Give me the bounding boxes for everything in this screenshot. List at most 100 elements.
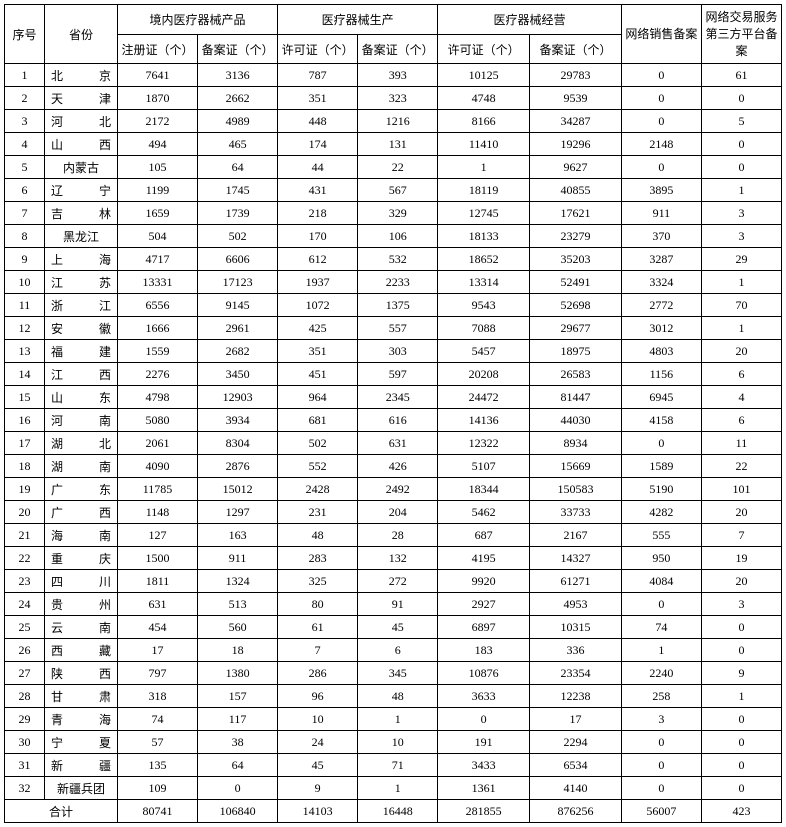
cell-value: 20208 <box>438 363 530 386</box>
cell-value: 494 <box>118 133 198 156</box>
cell-value: 911 <box>621 202 701 225</box>
cell-value: 109 <box>118 777 198 800</box>
cell-value: 10876 <box>438 662 530 685</box>
cell-value: 303 <box>358 340 438 363</box>
cell-value: 4798 <box>118 386 198 409</box>
cell-value: 283 <box>278 547 358 570</box>
cell-province: 河 南 <box>45 409 118 432</box>
cell-value: 1297 <box>198 501 278 524</box>
cell-province: 新疆兵团 <box>45 777 118 800</box>
table-row: 16河 南50803934681616141364403041586 <box>5 409 782 432</box>
cell-value: 29677 <box>530 317 622 340</box>
cell-value: 1 <box>358 708 438 731</box>
cell-value: 44030 <box>530 409 622 432</box>
cell-value: 29 <box>701 248 781 271</box>
cell-value: 1216 <box>358 110 438 133</box>
cell-value: 13331 <box>118 271 198 294</box>
cell-seq: 11 <box>5 294 45 317</box>
cell-value: 18652 <box>438 248 530 271</box>
cell-value: 74 <box>621 616 701 639</box>
cell-value: 163 <box>198 524 278 547</box>
cell-value: 5190 <box>621 478 701 501</box>
cell-province: 海 南 <box>45 524 118 547</box>
cell-value: 45 <box>278 754 358 777</box>
cell-value: 2294 <box>530 731 622 754</box>
cell-value: 0 <box>621 64 701 87</box>
cell-value: 17123 <box>198 271 278 294</box>
header-net-trade-third: 网络交易服务第三方平台备案 <box>701 5 781 64</box>
cell-seq: 20 <box>5 501 45 524</box>
cell-seq: 24 <box>5 593 45 616</box>
table-row: 15山 东4798129039642345244728144769454 <box>5 386 782 409</box>
cell-value: 12745 <box>438 202 530 225</box>
total-label: 合计 <box>5 800 118 823</box>
cell-value: 3 <box>621 708 701 731</box>
cell-value: 231 <box>278 501 358 524</box>
cell-value: 4140 <box>530 777 622 800</box>
cell-value: 5 <box>701 110 781 133</box>
cell-value: 1 <box>701 179 781 202</box>
cell-value: 4282 <box>621 501 701 524</box>
cell-seq: 9 <box>5 248 45 271</box>
cell-value: 34287 <box>530 110 622 133</box>
cell-seq: 2 <box>5 87 45 110</box>
cell-value: 964 <box>278 386 358 409</box>
cell-value: 52491 <box>530 271 622 294</box>
cell-value: 323 <box>358 87 438 110</box>
medical-device-stats-table: 序号 省份 境内医疗器械产品 医疗器械生产 医疗器械经营 网络销售备案 网络交易… <box>4 4 782 823</box>
cell-value: 2172 <box>118 110 198 133</box>
cell-value: 35203 <box>530 248 622 271</box>
cell-value: 11410 <box>438 133 530 156</box>
cell-value: 0 <box>438 708 530 731</box>
cell-value: 6556 <box>118 294 198 317</box>
cell-value: 616 <box>358 409 438 432</box>
cell-province: 福 建 <box>45 340 118 363</box>
cell-seq: 27 <box>5 662 45 685</box>
cell-value: 552 <box>278 455 358 478</box>
cell-value: 911 <box>198 547 278 570</box>
cell-value: 17 <box>530 708 622 731</box>
cell-value: 1500 <box>118 547 198 570</box>
cell-value: 150583 <box>530 478 622 501</box>
cell-value: 258 <box>621 685 701 708</box>
cell-value: 1 <box>701 271 781 294</box>
total-e: 281855 <box>438 800 530 823</box>
cell-value: 0 <box>621 777 701 800</box>
cell-value: 29783 <box>530 64 622 87</box>
cell-value: 135 <box>118 754 198 777</box>
cell-value: 24472 <box>438 386 530 409</box>
cell-value: 4717 <box>118 248 198 271</box>
cell-value: 2240 <box>621 662 701 685</box>
cell-value: 183 <box>438 639 530 662</box>
cell-value: 157 <box>198 685 278 708</box>
cell-value: 204 <box>358 501 438 524</box>
table-row: 17湖 北20618304502631123228934011 <box>5 432 782 455</box>
total-b: 106840 <box>198 800 278 823</box>
table-row: 5内蒙古1056444221962700 <box>5 156 782 179</box>
cell-value: 345 <box>358 662 438 685</box>
cell-value: 567 <box>358 179 438 202</box>
table-row: 4山 西494465174131114101929621480 <box>5 133 782 156</box>
cell-value: 9145 <box>198 294 278 317</box>
cell-value: 6 <box>701 363 781 386</box>
header-net-sales-record: 网络销售备案 <box>621 5 701 64</box>
cell-seq: 16 <box>5 409 45 432</box>
cell-value: 1361 <box>438 777 530 800</box>
table-row: 21海 南127163482868721675557 <box>5 524 782 547</box>
cell-value: 393 <box>358 64 438 87</box>
cell-value: 0 <box>621 110 701 133</box>
table-row: 32新疆兵团1090911361414000 <box>5 777 782 800</box>
cell-value: 631 <box>118 593 198 616</box>
table-row: 23四 川18111324325272992061271408420 <box>5 570 782 593</box>
cell-value: 0 <box>621 754 701 777</box>
cell-value: 2682 <box>198 340 278 363</box>
cell-seq: 21 <box>5 524 45 547</box>
cell-value: 38 <box>198 731 278 754</box>
cell-value: 18344 <box>438 478 530 501</box>
cell-value: 40855 <box>530 179 622 202</box>
cell-value: 64 <box>198 156 278 179</box>
cell-seq: 1 <box>5 64 45 87</box>
cell-value: 127 <box>118 524 198 547</box>
cell-value: 0 <box>621 432 701 455</box>
cell-value: 0 <box>701 754 781 777</box>
